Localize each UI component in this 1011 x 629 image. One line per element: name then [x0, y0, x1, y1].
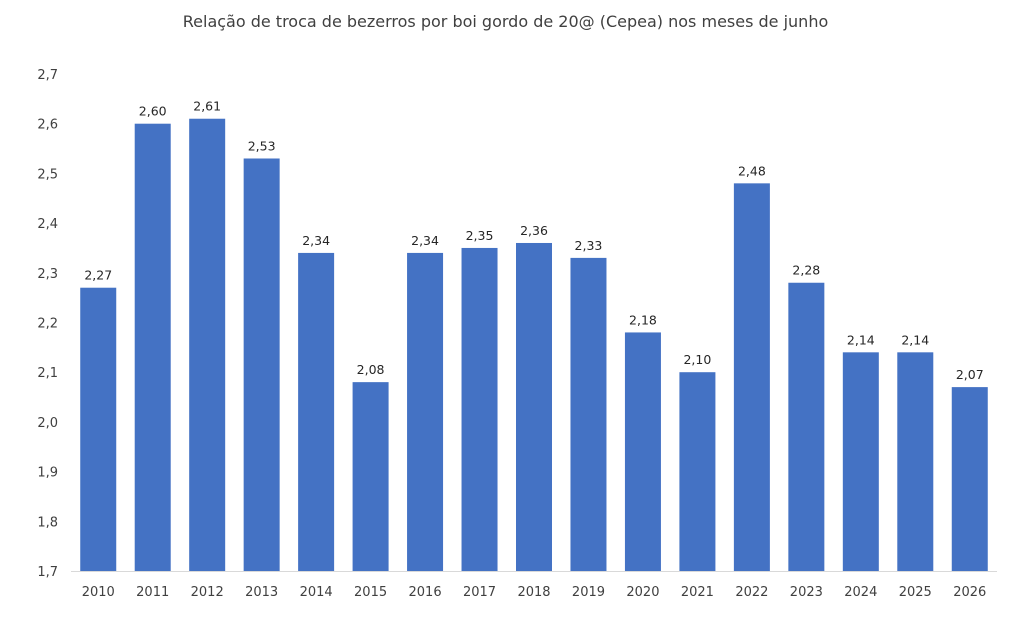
data-label-2016: 2,34 — [411, 233, 439, 248]
data-label-2011: 2,60 — [139, 104, 167, 119]
x-tick-label-2021: 2021 — [681, 585, 714, 600]
bar-2024 — [842, 352, 879, 571]
bar-2017 — [461, 247, 498, 571]
bar-2022 — [733, 183, 770, 571]
x-tick-label-2024: 2024 — [844, 585, 877, 600]
x-tick-label-2011: 2011 — [136, 585, 169, 600]
bar-2021 — [679, 372, 716, 571]
bar-2012 — [189, 118, 226, 571]
y-tick-label-2,1: 2,1 — [37, 366, 58, 381]
y-tick-label-1,8: 1,8 — [37, 515, 58, 530]
data-label-2023: 2,28 — [792, 263, 820, 278]
bars-group — [80, 118, 988, 572]
y-tick-label-1,7: 1,7 — [37, 565, 58, 580]
x-tick-label-2019: 2019 — [572, 585, 605, 600]
bar-2014 — [298, 252, 335, 572]
data-label-2012: 2,61 — [193, 99, 221, 114]
y-tick-label-2,2: 2,2 — [37, 317, 58, 332]
bar-2013 — [243, 158, 280, 572]
x-tick-label-2022: 2022 — [735, 585, 768, 600]
x-tick-label-2017: 2017 — [463, 585, 496, 600]
bar-2018 — [516, 242, 552, 572]
x-tick-label-2015: 2015 — [354, 585, 387, 600]
x-tick-label-2014: 2014 — [300, 585, 333, 600]
x-tick-label-2013: 2013 — [245, 585, 278, 600]
bar-2026 — [951, 387, 988, 571]
data-label-2025: 2,14 — [901, 332, 929, 347]
data-label-2021: 2,10 — [683, 352, 711, 367]
data-label-2020: 2,18 — [629, 312, 657, 327]
y-tick-label-2,6: 2,6 — [37, 118, 58, 133]
data-label-2022: 2,48 — [738, 163, 766, 178]
x-tick-label-2026: 2026 — [953, 585, 986, 600]
data-label-2010: 2,27 — [84, 268, 112, 283]
bar-2015 — [352, 382, 389, 571]
data-labels-group: 2,27 2,60 2,61 2,53 2,34 2,08 2,34 2,35 2,36 2,33… — [84, 99, 983, 382]
x-tick-label-2012: 2012 — [191, 585, 224, 600]
y-tick-label-2,5: 2,5 — [37, 167, 58, 182]
bar-2011 — [134, 123, 171, 571]
bar-2010 — [80, 287, 117, 571]
bar-2025 — [897, 352, 934, 571]
y-axis: 1,7 1,8 1,9 2,0 2,1 2,2 2,3 2,4 2,5 2,6 2,7 — [37, 68, 58, 580]
y-tick-label-2,4: 2,4 — [37, 217, 58, 232]
data-label-2017: 2,35 — [466, 228, 494, 243]
bar-2019 — [570, 257, 607, 571]
chart-title: Relação de troca de bezerros por boi gor… — [182, 12, 829, 31]
x-tick-label-2016: 2016 — [409, 585, 442, 600]
data-label-2015: 2,08 — [357, 362, 385, 377]
data-label-2019: 2,33 — [575, 238, 603, 253]
x-tick-label-2020: 2020 — [626, 585, 659, 600]
bar-2016 — [407, 252, 444, 572]
bar-2020 — [624, 332, 661, 571]
data-label-2026: 2,07 — [956, 367, 984, 382]
data-label-2024: 2,14 — [847, 332, 875, 347]
x-tick-label-2018: 2018 — [517, 585, 550, 600]
x-tick-label-2025: 2025 — [899, 585, 932, 600]
x-axis: 2010 2011 2012 2013 2014 2015 2016 2017 2018 2019… — [71, 571, 997, 600]
data-label-2014: 2,34 — [302, 233, 330, 248]
x-tick-label-2010: 2010 — [82, 585, 115, 600]
x-tick-label-2023: 2023 — [790, 585, 823, 600]
bar-2023 — [788, 282, 825, 571]
y-tick-label-2,0: 2,0 — [37, 416, 58, 431]
y-tick-label-1,9: 1,9 — [37, 466, 58, 481]
data-label-2018: 2,36 — [520, 223, 548, 238]
y-tick-label-2,7: 2,7 — [37, 68, 58, 83]
y-tick-label-2,3: 2,3 — [37, 267, 58, 282]
data-label-2013: 2,53 — [248, 138, 276, 153]
